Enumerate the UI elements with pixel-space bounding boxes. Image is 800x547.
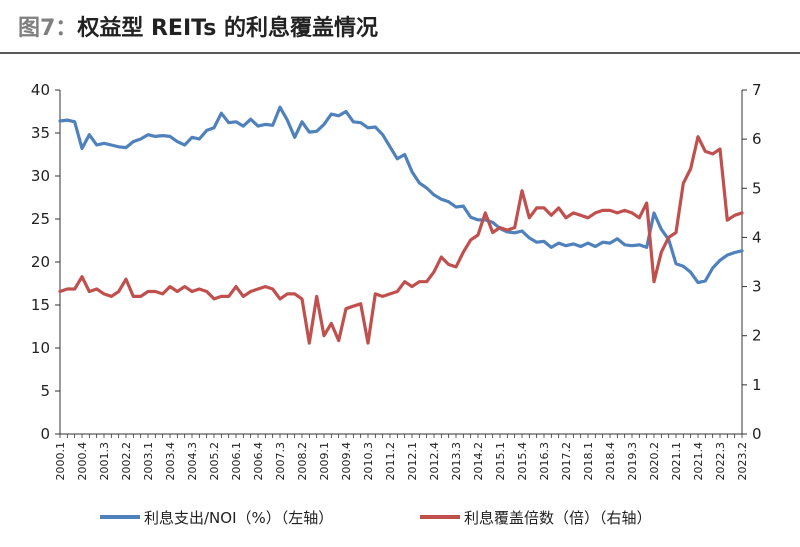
right-y-tick-label: 4 (752, 228, 762, 246)
x-tick-label: 2023.2 (736, 442, 749, 481)
left-y-tick-label: 15 (31, 296, 50, 314)
x-tick-label: 2015.4 (516, 442, 529, 481)
x-tick-label: 2019.3 (626, 442, 639, 481)
left-y-tick-label: 10 (31, 339, 50, 357)
left-y-tick-label: 0 (40, 425, 50, 443)
x-tick-label: 2000.4 (76, 442, 89, 481)
right-y-tick-label: 0 (752, 425, 762, 443)
x-tick-label: 2020.2 (648, 442, 661, 481)
left-y-tick-label: 30 (31, 167, 50, 185)
x-tick-label: 2002.2 (120, 442, 133, 481)
left-y-tick-label: 20 (31, 253, 50, 271)
x-tick-label: 2000.1 (54, 442, 67, 481)
x-tick-label: 2001.3 (98, 442, 111, 481)
x-tick-label: 2008.2 (296, 442, 309, 481)
x-tick-label: 2021.1 (670, 442, 683, 481)
right-y-tick-label: 6 (752, 130, 762, 148)
x-tick-label: 2003.1 (142, 442, 155, 481)
right-y-tick-label: 5 (752, 179, 762, 197)
x-tick-label: 2017.2 (560, 442, 573, 481)
right-y-tick-label: 7 (752, 81, 762, 99)
x-tick-label: 2003.4 (164, 442, 177, 481)
legend-label: 利息覆盖倍数（倍）（右轴） (464, 509, 652, 527)
figure-number: 图7： (18, 16, 78, 41)
left-y-tick-label: 40 (31, 81, 50, 99)
x-tick-label: 2014.2 (472, 442, 485, 481)
x-tick-label: 2009.1 (318, 442, 331, 481)
right-y-tick-label: 1 (752, 376, 762, 394)
x-tick-label: 2012.4 (428, 442, 441, 481)
x-tick-label: 2007.3 (274, 442, 287, 481)
legend-label: 利息支出/NOI（%）（左轴） (144, 509, 333, 527)
figure-title-text: 权益型 REITs 的利息覆盖情况 (77, 16, 378, 41)
x-tick-label: 2006.1 (230, 442, 243, 481)
series-line-interest-to-noi (58, 105, 744, 285)
series-line-interest-coverage (58, 135, 744, 345)
chart-series (58, 105, 744, 345)
right-y-tick-label: 3 (752, 278, 762, 296)
x-tick-label: 2012.1 (406, 442, 419, 481)
x-tick-label: 2011.2 (384, 442, 397, 481)
x-tick-label: 2021.4 (692, 442, 705, 481)
x-tick-label: 2004.3 (186, 442, 199, 481)
title-divider (0, 52, 800, 54)
left-y-tick-label: 35 (31, 124, 50, 142)
x-tick-label: 2018.1 (582, 442, 595, 481)
left-y-tick-label: 25 (31, 210, 50, 228)
x-tick-label: 2010.3 (362, 442, 375, 481)
x-tick-label: 2009.4 (340, 442, 353, 481)
x-tick-label: 2013.3 (450, 442, 463, 481)
chart-axes: 0 5 10 15 20 25 30 35 40 0 1 2 3 4 5 6 7 2000.1 2000.4 2001… (31, 81, 762, 481)
right-y-tick-label: 2 (752, 327, 762, 345)
x-tick-label: 2018.4 (604, 442, 617, 481)
x-tick-label: 2006.4 (252, 442, 265, 481)
figure-title: 图7：权益型 REITs 的利息覆盖情况 (18, 10, 378, 42)
x-tick-label: 2005.2 (208, 442, 221, 481)
x-tick-label: 2015.1 (494, 442, 507, 481)
chart-legend: 利息支出/NOI（%）（左轴） 利息覆盖倍数（倍）（右轴） (100, 509, 652, 527)
x-tick-label: 2022.3 (714, 442, 727, 481)
x-tick-label: 2016.3 (538, 442, 551, 481)
left-y-tick-label: 5 (40, 382, 50, 400)
